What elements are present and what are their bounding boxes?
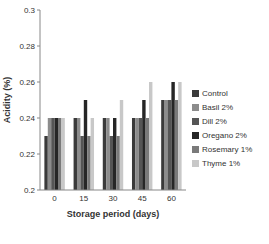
bar (110, 136, 113, 190)
bar (175, 100, 178, 190)
bar (91, 118, 94, 190)
legend-swatch (192, 132, 199, 139)
y-tick-label: 0.28 (19, 42, 35, 51)
legend-swatch (192, 160, 199, 167)
y-tick-label: 0.24 (19, 114, 35, 123)
bar (168, 100, 171, 190)
bar (149, 82, 152, 190)
x-axis-title: Storage period (days) (67, 209, 160, 219)
y-tick-label: 0.26 (19, 78, 35, 87)
x-axis (40, 190, 186, 191)
y-tick (37, 82, 40, 83)
legend-label: Rosemary 1% (202, 145, 252, 154)
legend-swatch (192, 146, 199, 153)
y-tick (37, 46, 40, 47)
y-tick (37, 118, 40, 119)
y-tick-label: 0.22 (19, 150, 35, 159)
bar (48, 118, 51, 190)
bar (87, 136, 90, 190)
y-tick-label: 0.2 (24, 186, 36, 195)
bar (61, 118, 64, 190)
y-tick (37, 154, 40, 155)
bar (84, 100, 87, 190)
bar (146, 118, 149, 190)
x-tick-label: 60 (167, 194, 176, 203)
bar (139, 118, 142, 190)
x-tick-label: 30 (109, 194, 118, 203)
bar (74, 118, 77, 190)
legend-swatch (192, 104, 199, 111)
bar (135, 118, 138, 190)
bar (132, 118, 135, 190)
bar (113, 118, 116, 190)
x-tick-label: 0 (52, 194, 57, 203)
bars (44, 82, 181, 190)
y-tick (37, 190, 40, 191)
legend-label: Basil 2% (202, 103, 233, 112)
bar (55, 118, 58, 190)
y-tick-label: 0.3 (24, 6, 36, 15)
bar (178, 82, 181, 190)
bar (120, 100, 123, 190)
legend-swatch (192, 90, 199, 97)
bar (142, 100, 145, 190)
legend-label: Thyme 1% (202, 159, 240, 168)
bar (103, 118, 106, 190)
bar (171, 82, 174, 190)
bar (106, 118, 109, 190)
legend-label: Dill 2% (202, 117, 227, 126)
legend-swatch (192, 118, 199, 125)
bar (161, 100, 164, 190)
legend-label: Oregano 2% (202, 131, 247, 140)
y-axis-title: Acidity (%) (2, 77, 12, 124)
y-axis (40, 10, 41, 190)
chart: 0.2 0.22 0.24 0.26 0.28 0.3 0 15 30 45 60 Storage p… (0, 0, 269, 244)
legend-label: Control (202, 89, 228, 98)
y-tick (37, 10, 40, 11)
bar (58, 118, 61, 190)
bar (77, 118, 80, 190)
bar (51, 118, 54, 190)
x-tick-label: 45 (138, 194, 147, 203)
bar (116, 136, 119, 190)
bar (44, 136, 47, 190)
bar (165, 100, 168, 190)
x-tick-label: 15 (79, 194, 88, 203)
bar (80, 136, 83, 190)
